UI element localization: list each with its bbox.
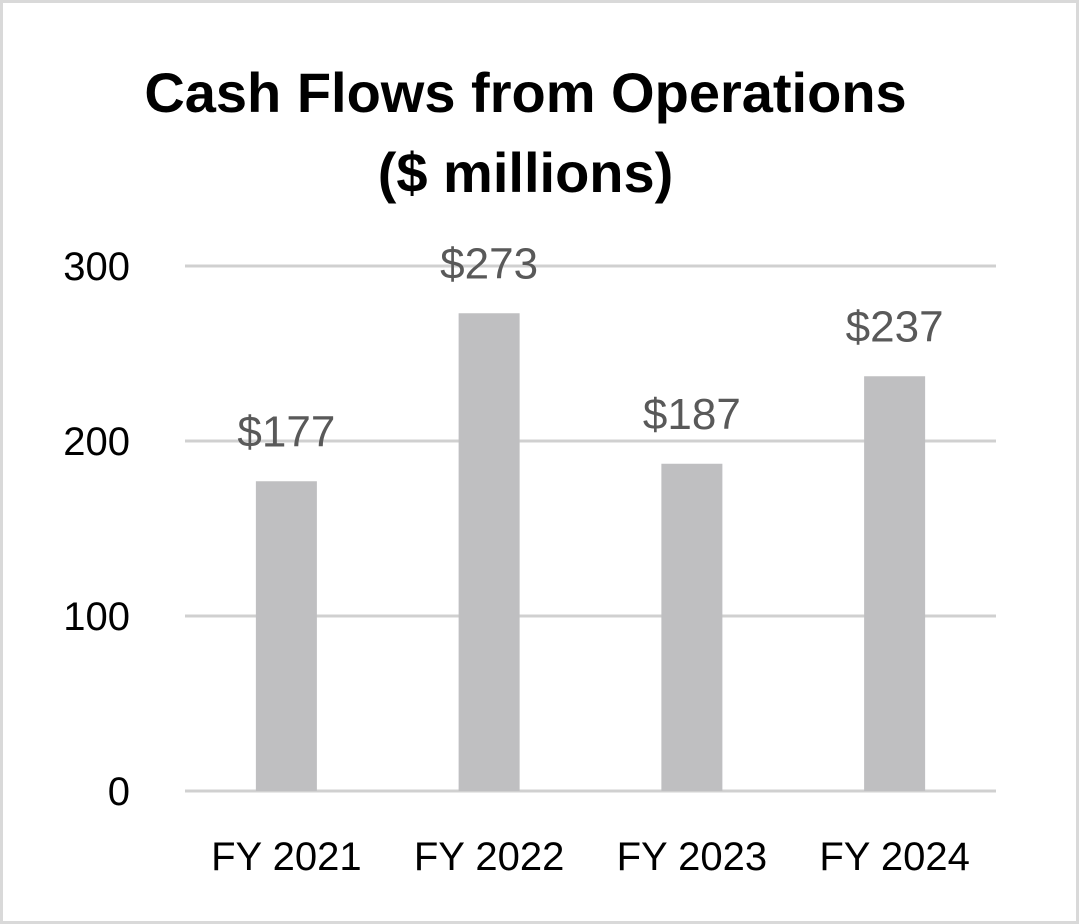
x-tick-label-3: FY 2023 <box>617 835 768 879</box>
x-tick-label-2: FY 2022 <box>414 835 565 879</box>
bar-2 <box>458 313 520 791</box>
chart-title-line-2: ($ millions) <box>377 141 674 204</box>
data-label-2: $273 <box>440 239 538 288</box>
data-label-3: $187 <box>643 390 741 439</box>
bar-4 <box>864 376 926 791</box>
y-tick-label-200: 200 <box>63 420 130 464</box>
x-tick-label-1: FY 2021 <box>211 835 362 879</box>
data-label-4: $237 <box>846 302 944 351</box>
y-tick-label-100: 100 <box>63 595 130 639</box>
x-tick-label-4: FY 2024 <box>819 835 970 879</box>
data-label-1: $177 <box>237 407 335 456</box>
chart-title: Cash Flows from Operations ($ millions) <box>3 53 1048 213</box>
bar-1 <box>255 481 317 791</box>
chart-title-line-1: Cash Flows from Operations <box>144 61 907 124</box>
y-tick-label-300: 300 <box>63 245 130 289</box>
y-tick-label-0: 0 <box>108 770 130 814</box>
bar-chart: 0 100 200 300 $177 FY 2021 $273 FY 2022 $187 FY 2… <box>63 239 996 879</box>
bar-3 <box>661 463 723 791</box>
